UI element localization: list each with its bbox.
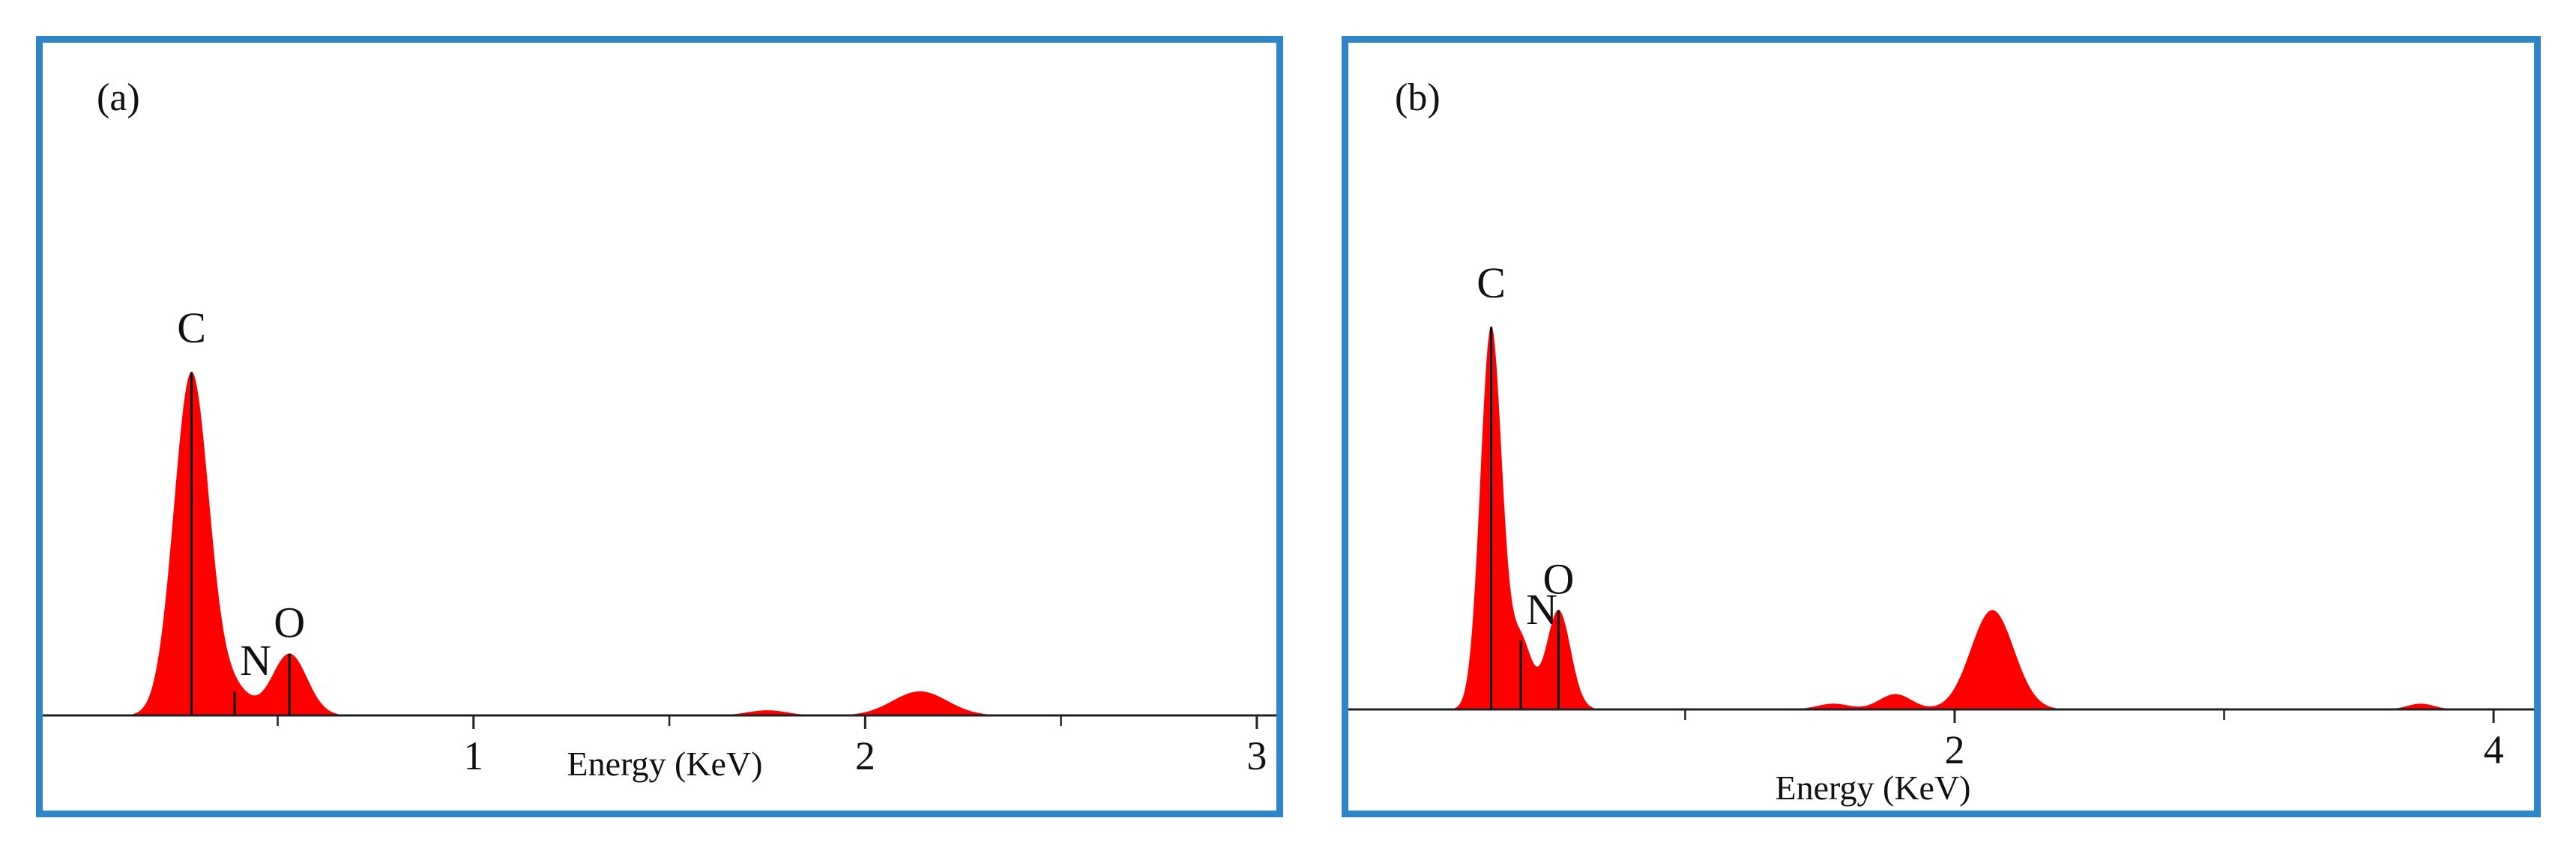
panel-label: (a) [97,76,140,119]
peak-label-n: N [1526,585,1557,634]
spectrum-chart-b: C NO 2 4 Energy (KeV) (b) [1348,43,2534,807]
x-axis-title: Energy (KeV) [567,745,763,783]
spectrum-series [1348,326,2534,709]
peak-label-c: C [177,303,206,352]
peak-label-o: O [274,599,305,647]
spectrum-panel-a: C N O 1 2 3 Energy (KeV) (a) [36,36,1283,817]
spectrum-chart-a: C NO 1 2 3 Energy (KeV) (a) [43,43,1276,783]
peak-label-o: O [1543,554,1575,603]
x-tick-label: 1 [463,733,483,778]
x-tick-label: 3 [1246,733,1267,778]
x-tick-label: 2 [855,733,875,778]
spectrum-panel-b: C N O 2 4 Energy (KeV) (b) [1342,36,2541,817]
x-axis-title: Energy (KeV) [1776,769,1971,807]
x-tick-label: 2 [1944,727,1964,772]
x-tick-label: 4 [2484,727,2504,772]
peak-label-c: C [1476,258,1506,307]
spectrum-area [43,372,1276,715]
spectrum-area [1348,325,2534,709]
spectrum-series [43,372,1276,715]
panel-label: (b) [1395,76,1441,119]
peak-label-n: N [240,636,271,685]
